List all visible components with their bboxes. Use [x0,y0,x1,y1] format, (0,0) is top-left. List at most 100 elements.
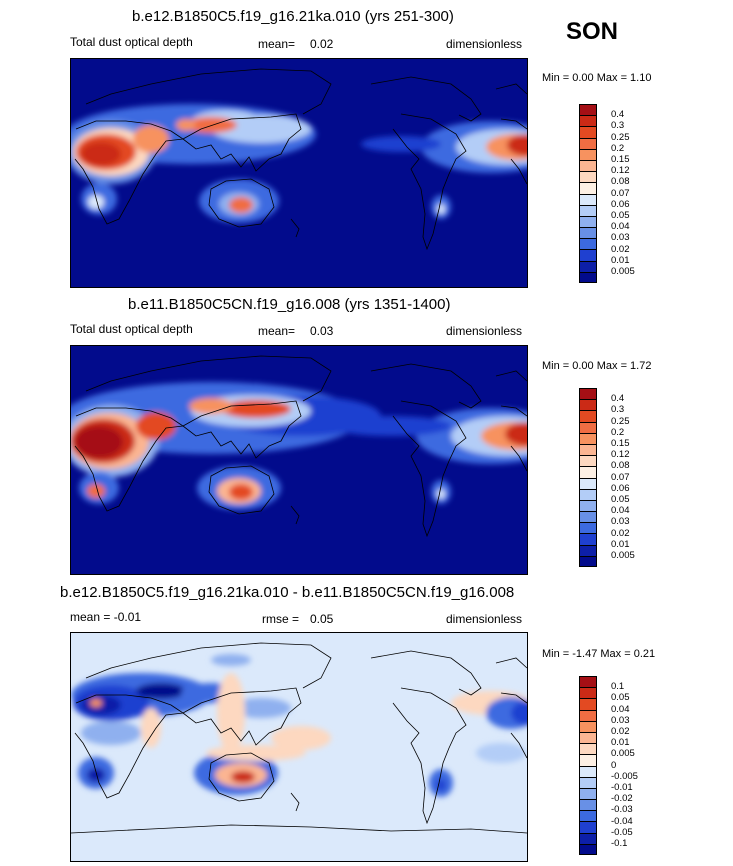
panel2-mean-label: mean= [258,324,296,338]
colorbar-label: 0.01 [611,538,630,550]
colorbar-label: 0.005 [611,748,635,760]
panel1-colorbar [579,104,597,283]
colorbar-label: 0.1 [611,681,625,693]
colorbar-swatch [579,271,597,283]
colorbar-label: 0.08 [611,176,630,188]
colorbar-label: 0.01 [611,737,630,749]
panel3-mean: mean = -0.01 [70,610,142,624]
colorbar-swatch [579,421,597,433]
colorbar-swatch [579,544,597,556]
colorbar-swatch [579,477,597,489]
season-label: SON [566,18,619,45]
colorbar-label: 0.05 [611,210,630,221]
colorbar-label: 0.08 [611,460,630,472]
panel3-map [70,632,528,862]
colorbar-swatch [579,137,597,149]
colorbar-label: 0.07 [611,187,630,199]
colorbar-label: 0.02 [611,726,630,737]
colorbar-label: 0.3 [611,120,625,132]
panel3-difference-field [71,654,527,797]
colorbar-label: 0.01 [611,254,630,266]
panel1-title: b.e12.B1850C5.f19_g16.21ka.010 (yrs 251-… [132,8,454,25]
colorbar-swatch [579,676,597,688]
panel1-mean-label: mean= [258,37,296,51]
colorbar-swatch [579,410,597,422]
colorbar-swatch [579,115,597,127]
colorbar-label: -0.1 [611,838,628,849]
colorbar-swatch [579,499,597,512]
colorbar-label: 0.4 [611,393,625,405]
panel2-map [70,345,528,575]
colorbar-swatch [579,720,597,732]
colorbar-label: 0.15 [611,438,630,449]
colorbar-label: 0.25 [611,415,630,427]
colorbar-swatch [579,455,597,467]
colorbar-swatch [579,215,597,228]
panel1-units: dimensionless [446,37,523,51]
colorbar-swatch [579,399,597,411]
colorbar-swatch [579,787,597,800]
colorbar-label: 0.03 [611,714,630,726]
colorbar-swatch [579,709,597,721]
colorbar-label: 0.03 [611,516,630,528]
panel3-coastlines [71,642,527,834]
panel1-mean-value: 0.02 [310,37,334,51]
panel2-units: dimensionless [446,324,523,338]
colorbar-swatch [579,204,597,216]
panel2-mean-value: 0.03 [310,324,334,338]
colorbar-swatch [579,432,597,444]
colorbar-label: 0.06 [611,198,630,210]
colorbar-swatch [579,249,597,261]
colorbar-swatch [579,260,597,272]
colorbar-label: -0.03 [611,804,633,816]
colorbar-swatch [579,810,597,822]
colorbar-swatch [579,799,597,811]
colorbar-swatch [579,126,597,138]
colorbar-label: 0.05 [611,494,630,505]
colorbar-swatch [579,148,597,160]
colorbar-swatch [579,743,597,755]
colorbar-label: 0.12 [611,449,630,461]
colorbar-label: -0.05 [611,826,633,838]
colorbar-swatch [579,533,597,545]
colorbar-label: 0 [611,759,617,771]
colorbar-swatch [579,511,597,523]
colorbar-label: -0.02 [611,793,633,805]
colorbar-label: 0.2 [611,426,625,438]
panel2-minmax: Min = 0.00 Max = 1.72 [542,360,652,372]
colorbar-swatch [579,754,597,766]
panel1-variable: Total dust optical depth [70,35,193,49]
colorbar-swatch [579,443,597,456]
colorbar-swatch [579,765,597,777]
colorbar-swatch [579,832,597,844]
colorbar-swatch [579,104,597,116]
colorbar-swatch [579,555,597,567]
colorbar-label: 0.3 [611,404,625,416]
colorbar-swatch [579,466,597,478]
colorbar-swatch [579,522,597,534]
panel2-dust-field [71,382,527,510]
panel3-rmse-value: 0.05 [310,612,334,626]
panel1-dust-field [71,104,527,223]
panel3-title: b.e12.B1850C5.f19_g16.21ka.010 - b.e11.B… [60,584,515,601]
panel1-map [70,58,528,288]
colorbar-swatch [579,698,597,710]
colorbar-swatch [579,687,597,699]
colorbar-swatch [579,776,597,788]
colorbar-label: 0.15 [611,154,630,165]
colorbar-swatch [579,227,597,239]
panel2-title: b.e11.B1850C5CN.f19_g16.008 (yrs 1351-14… [128,296,451,313]
colorbar-label: 0.06 [611,482,630,494]
colorbar-swatch [579,238,597,250]
panel2-variable: Total dust optical depth [70,322,193,336]
colorbar-label: -0.01 [611,782,633,793]
colorbar-swatch [579,193,597,205]
colorbar-swatch [579,159,597,172]
colorbar-label: 0.005 [611,266,635,277]
colorbar-label: 0.04 [611,703,630,715]
colorbar-swatch [579,821,597,833]
colorbar-label: 0.005 [611,550,635,561]
colorbar-label: 0.2 [611,142,625,154]
colorbar-label: 0.25 [611,131,630,143]
colorbar-label: 0.02 [611,243,630,255]
